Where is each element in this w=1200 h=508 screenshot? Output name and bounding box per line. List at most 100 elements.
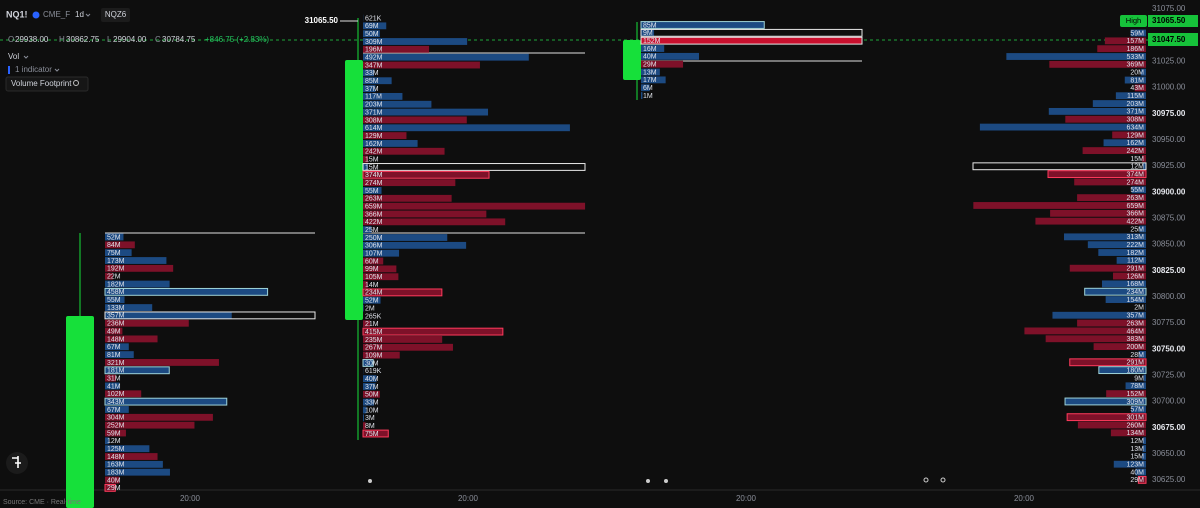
indicator-vol[interactable]: Vol: [8, 52, 19, 61]
volume-label: 148M: [107, 336, 125, 343]
volume-label: 374M: [1126, 171, 1144, 178]
volume-label: 30M: [365, 360, 379, 367]
event-dot[interactable]: [368, 479, 372, 483]
volume-bar: [363, 61, 480, 69]
ohlc-low: 29904.00: [113, 35, 147, 44]
volume-bar: [105, 366, 170, 374]
interval[interactable]: 1d: [75, 10, 84, 19]
volume-label: 492M: [365, 55, 383, 62]
volume-bar: [363, 375, 377, 383]
ohlc-open: 29938.00: [15, 35, 49, 44]
volume-bar: [363, 304, 364, 312]
volume-bar: [105, 429, 126, 437]
volume-label: 263M: [365, 196, 383, 203]
footprint-chip[interactable]: [5, 76, 89, 92]
footprints: 52M84M75M173M192M22M182M458M55M133M357M2…: [104, 14, 1147, 492]
volume-bar: [363, 147, 445, 155]
price-tick-label: 30975.00: [1152, 109, 1186, 118]
volume-bar: [363, 383, 376, 390]
volume-label: 152M: [1126, 391, 1144, 398]
volume-bar: [1125, 382, 1146, 390]
volume-label: 55M: [107, 297, 121, 304]
volume-bar: [363, 336, 443, 343]
volume-bar: [105, 327, 123, 335]
event-pin[interactable]: [923, 477, 929, 483]
event-pin[interactable]: [940, 477, 946, 483]
volume-label: 357M: [107, 313, 125, 320]
volume-bar: [1093, 343, 1146, 351]
contract-bg[interactable]: [101, 8, 130, 22]
volume-bar: [105, 421, 195, 429]
volume-label: 28M: [1130, 352, 1144, 359]
volume-label: 67M: [107, 407, 121, 414]
volume-label: 50M: [365, 31, 379, 38]
last-price-bg: [1148, 33, 1198, 46]
volume-bar: [105, 445, 150, 453]
price-tick-label: 30625.00: [1152, 475, 1186, 484]
volume-label: 31M: [107, 375, 121, 382]
volume-box: [1069, 358, 1147, 367]
volume-bar: [363, 328, 503, 336]
volume-label: 152M: [643, 38, 661, 45]
volume-box: [362, 170, 490, 179]
price-tick-label: 30825.00: [1152, 266, 1186, 275]
source: Source: CME · Real-time: [3, 499, 81, 506]
volume-label: 75M: [365, 431, 379, 438]
volume-bar: [1104, 37, 1146, 45]
volume-bar: [105, 351, 134, 359]
indicator-count[interactable]: 1 indicator: [15, 65, 52, 74]
volume-bar: [363, 273, 399, 281]
price-tick-label: 31025.00: [1152, 56, 1186, 65]
volume-bar: [105, 359, 219, 366]
volume-label: 263M: [1126, 195, 1144, 202]
volume-box: [640, 36, 863, 45]
symbol[interactable]: NQ1!: [6, 9, 28, 19]
volume-label: 357M: [1126, 313, 1144, 320]
volume-label: 13M: [643, 69, 657, 76]
volume-label: 6M: [643, 85, 653, 92]
volume-label: 252M: [107, 423, 125, 430]
volume-bar: [363, 69, 375, 77]
volume-label: 52M: [107, 234, 121, 241]
volume-label: 234M: [365, 290, 383, 297]
volume-label: 25M: [365, 227, 379, 234]
volume-box: [640, 28, 863, 37]
volume-label: 343M: [107, 399, 125, 406]
volume-label: 306M: [365, 243, 383, 250]
volume-bar: [1142, 162, 1146, 170]
indicator-footprint[interactable]: Volume Footprint: [11, 79, 72, 88]
volume-bar: [105, 280, 170, 288]
volume-bar: [1006, 53, 1146, 60]
volume-bar: [363, 140, 418, 147]
contract[interactable]: NQZ6: [105, 10, 127, 19]
volume-box: [362, 327, 504, 336]
exchange: CME_F: [43, 10, 70, 19]
volume-label: 102M: [107, 391, 125, 398]
ohlc-o: O: [8, 35, 14, 44]
volume-bar: [363, 226, 372, 234]
volume-bar: [1077, 194, 1146, 202]
volume-label: 263M: [1126, 320, 1144, 327]
search-icon[interactable]: [73, 80, 79, 86]
volume-label: 84M: [107, 242, 121, 249]
event-dot[interactable]: [646, 479, 650, 483]
volume-box: [972, 162, 1147, 171]
volume-bar: [1112, 272, 1146, 280]
high-marker: 31065.50: [305, 16, 339, 25]
volume-label: 52M: [365, 298, 379, 305]
volume-bar: [1097, 45, 1146, 53]
volume-bar: [105, 264, 174, 272]
volume-bar: [1106, 390, 1146, 398]
volume-bar: [1048, 170, 1146, 178]
volume-box: [362, 429, 389, 438]
volume-bar: [979, 123, 1146, 131]
volume-label: 107M: [365, 251, 383, 258]
volume-bar: [363, 45, 430, 53]
volume-label: 533M: [1126, 54, 1144, 61]
volume-label: 371M: [365, 109, 383, 116]
volume-bar: [363, 171, 490, 179]
event-dot[interactable]: [664, 479, 668, 483]
volume-bar: [1077, 319, 1146, 327]
volume-bar: [1101, 280, 1146, 288]
